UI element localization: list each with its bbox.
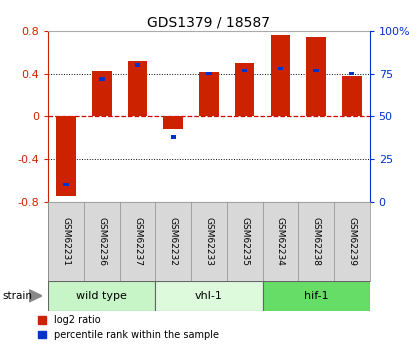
- Legend: log2 ratio, percentile rank within the sample: log2 ratio, percentile rank within the s…: [39, 315, 219, 340]
- Bar: [278, 67, 283, 70]
- Title: GDS1379 / 18587: GDS1379 / 18587: [147, 16, 270, 30]
- Text: GSM62237: GSM62237: [133, 217, 142, 266]
- Text: GSM62239: GSM62239: [347, 217, 356, 266]
- Bar: [63, 183, 69, 186]
- Bar: [155, 281, 262, 310]
- Text: GSM62238: GSM62238: [312, 217, 320, 266]
- Bar: [171, 135, 176, 139]
- Bar: [349, 72, 354, 76]
- Bar: [235, 63, 255, 117]
- Bar: [313, 69, 319, 72]
- Bar: [306, 38, 326, 117]
- Bar: [342, 76, 362, 117]
- Polygon shape: [29, 290, 42, 302]
- Bar: [92, 70, 112, 117]
- Bar: [199, 72, 219, 117]
- Bar: [128, 61, 147, 117]
- Bar: [48, 281, 155, 310]
- Text: GSM62234: GSM62234: [276, 217, 285, 266]
- Bar: [270, 35, 290, 117]
- Text: strain: strain: [2, 291, 32, 301]
- Text: vhl-1: vhl-1: [195, 291, 223, 301]
- Text: GSM62233: GSM62233: [205, 217, 213, 266]
- Text: GSM62231: GSM62231: [62, 217, 71, 266]
- Text: GSM62232: GSM62232: [169, 217, 178, 266]
- Text: wild type: wild type: [76, 291, 127, 301]
- Bar: [242, 69, 247, 72]
- Bar: [262, 281, 370, 310]
- Bar: [135, 63, 140, 67]
- Bar: [206, 72, 212, 76]
- Text: GSM62235: GSM62235: [240, 217, 249, 266]
- Bar: [163, 117, 183, 129]
- Bar: [56, 117, 76, 197]
- Bar: [99, 77, 105, 81]
- Text: hif-1: hif-1: [304, 291, 328, 301]
- Text: GSM62236: GSM62236: [97, 217, 106, 266]
